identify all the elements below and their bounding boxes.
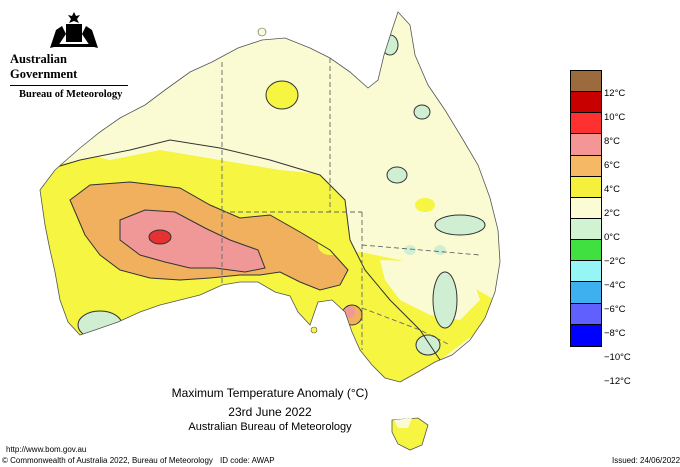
melville-island: [257, 27, 267, 37]
legend-swatch: [571, 261, 601, 283]
state-borders: [221, 58, 481, 350]
legend-label: 10°C: [604, 112, 626, 123]
logo-divider: [10, 85, 128, 86]
title-line1: Maximum Temperature Anomaly (°C): [171, 386, 369, 400]
legend-label: 8°C: [604, 136, 620, 147]
legend-label: 0°C: [604, 232, 620, 243]
copyright-text: © Commonwealth of Australia 2022, Bureau…: [2, 456, 213, 465]
title-source: Australian Bureau of Meteorology: [188, 421, 352, 433]
color-legend: [570, 70, 602, 347]
tasmania: [391, 417, 429, 451]
legend-label: −2°C: [604, 256, 626, 267]
legend-label: −8°C: [604, 328, 626, 339]
legend-label: 2°C: [604, 208, 620, 219]
agency-name: Bureau of Meteorology: [19, 89, 123, 100]
legend-swatch: [571, 303, 601, 325]
legend-swatch: [571, 324, 601, 346]
map-title: Maximum Temperature Anomaly (°C) 23rd Ju…: [110, 386, 430, 433]
legend-swatch: [571, 155, 601, 177]
legend-swatch: [571, 197, 601, 219]
footer: © Commonwealth of Australia 2022, Bureau…: [0, 456, 680, 467]
legend-label: 4°C: [604, 184, 620, 195]
legend-label: −12°C: [604, 376, 631, 387]
legend-label: 6°C: [604, 160, 620, 171]
bom-url-link[interactable]: http://www.bom.gov.au: [6, 445, 87, 454]
legend-label: −10°C: [604, 352, 631, 363]
government-name: Australian Government: [10, 52, 78, 81]
id-code: ID code: AWAP: [220, 456, 275, 465]
legend-label: −6°C: [604, 304, 626, 315]
legend-swatch: [571, 134, 601, 156]
anomaly-contours: [40, 34, 486, 361]
legend-swatch: [571, 240, 601, 262]
title-date: 23rd June 2022: [228, 405, 312, 419]
coat-of-arms-icon: [50, 12, 98, 48]
legend-label: −4°C: [604, 280, 626, 291]
coastline: [39, 11, 501, 383]
issued-date: Issued: 24/06/2022: [612, 456, 680, 465]
kangaroo-island: [310, 326, 318, 334]
legend-labels: 12°C 10°C 8°C 6°C 4°C 2°C 0°C −2°C −4°C −6°C −8°C −…: [600, 70, 640, 387]
logo-block: Australian Government Bureau of Meteorol…: [10, 10, 135, 100]
legend-swatch: [571, 176, 601, 198]
legend-swatch: [571, 113, 601, 135]
legend-swatch: [571, 282, 601, 304]
legend-swatch: [571, 218, 601, 241]
legend-swatch: [571, 71, 601, 93]
legend-label: 12°C: [604, 88, 626, 99]
legend-swatch: [571, 92, 601, 114]
